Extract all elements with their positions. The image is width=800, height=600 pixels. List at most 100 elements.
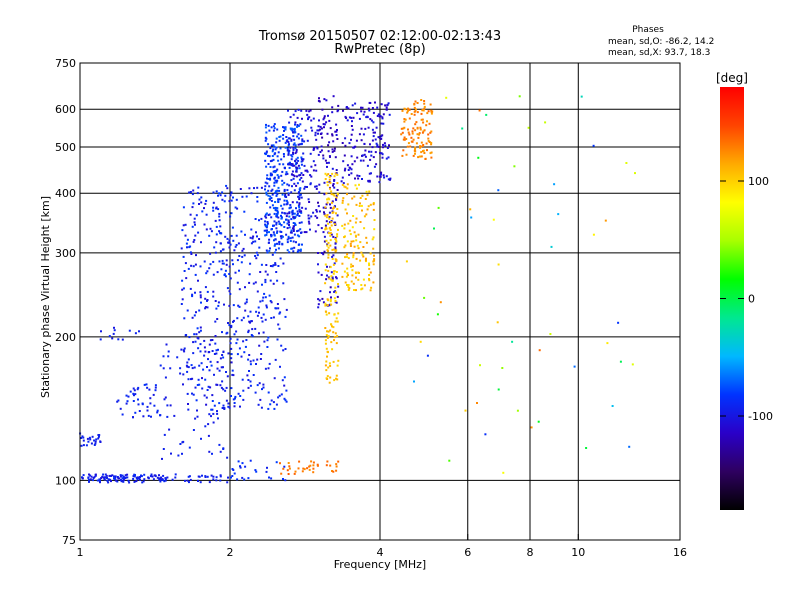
echo-point (265, 150, 268, 153)
echo-point (303, 187, 306, 190)
echo-point (348, 173, 351, 176)
echo-point (204, 307, 207, 310)
echo-point (164, 478, 167, 481)
echo-point (328, 226, 331, 229)
echo-point (337, 283, 339, 285)
echo-point (372, 263, 375, 266)
echo-point (284, 315, 287, 318)
echo-point (232, 263, 234, 266)
echo-point (276, 230, 279, 233)
echo-point (149, 475, 152, 478)
echo-point (275, 169, 278, 172)
echo-point (252, 359, 255, 362)
echo-point (360, 127, 363, 130)
echo-point (283, 298, 286, 301)
echo-point (177, 454, 180, 457)
echo-point (273, 123, 276, 126)
echo-point (210, 230, 213, 233)
echo-point (328, 362, 331, 365)
echo-point (220, 232, 223, 235)
echo-point (215, 352, 218, 355)
echo-point (192, 189, 195, 192)
echo-point (346, 183, 349, 186)
echo-point (132, 416, 134, 419)
echo-point (222, 262, 225, 265)
echo-point (276, 242, 278, 245)
echo-point (292, 230, 295, 232)
echo-point (291, 170, 294, 173)
echo-point (241, 255, 244, 258)
echo-point (267, 143, 270, 146)
echo-point (180, 247, 183, 250)
echo-point (170, 452, 172, 455)
echo-point (191, 293, 194, 296)
echo-point (283, 190, 286, 193)
echo-point (229, 342, 232, 345)
echo-point (188, 191, 191, 194)
echo-point (243, 254, 246, 257)
echo-point (184, 234, 187, 237)
echo-point (336, 173, 339, 176)
echo-point (200, 196, 203, 199)
echo-point (295, 158, 298, 161)
echo-point (284, 479, 287, 482)
echo-point (279, 257, 282, 260)
echo-point (380, 103, 383, 106)
echo-point (430, 130, 433, 133)
echo-point (335, 469, 338, 472)
echo-point (324, 302, 327, 305)
echo-point (231, 369, 234, 372)
echo-point (315, 209, 318, 211)
echo-point (236, 317, 239, 320)
echo-point (265, 264, 268, 266)
echo-point (333, 149, 336, 152)
echo-point (221, 331, 223, 334)
echo-point (276, 128, 279, 131)
echo-point (276, 207, 279, 210)
echo-point (192, 429, 195, 431)
echo-point (133, 389, 136, 392)
echo-point (210, 408, 213, 411)
echo-point (308, 468, 311, 471)
echo-point (102, 476, 105, 479)
echo-point (250, 334, 253, 336)
echo-point (352, 215, 355, 217)
echo-point (306, 113, 309, 116)
echo-point (322, 123, 325, 126)
echo-point (360, 139, 363, 142)
echo-point (430, 143, 433, 146)
echo-point (335, 271, 338, 273)
echo-point (209, 339, 212, 342)
echo-point (372, 131, 375, 134)
echo-point (267, 178, 270, 180)
echo-point (204, 425, 207, 428)
echo-point (326, 460, 329, 463)
echo-point (268, 129, 271, 132)
echo-point (265, 212, 268, 215)
echo-point (264, 296, 267, 299)
echo-point (271, 155, 274, 157)
echo-point (278, 139, 281, 142)
echo-point (332, 326, 335, 329)
echo-point (244, 309, 247, 312)
echo-point (334, 156, 337, 159)
echo-point (132, 477, 135, 480)
echo-point (262, 313, 265, 316)
echo-point (90, 475, 93, 478)
echo-point (264, 185, 267, 188)
echo-point (312, 467, 315, 470)
echo-point (235, 234, 238, 237)
echo-point (247, 386, 250, 389)
echo-point (298, 203, 301, 206)
echo-point (403, 120, 406, 123)
echo-point (424, 158, 427, 160)
echo-point (315, 146, 318, 149)
echo-point (214, 251, 217, 254)
echo-point (326, 330, 328, 333)
echo-point (94, 474, 97, 477)
echo-point (188, 336, 191, 339)
echo-point (249, 380, 252, 383)
echo-point (350, 138, 352, 141)
echo-point (258, 219, 260, 222)
echo-point (98, 478, 101, 481)
